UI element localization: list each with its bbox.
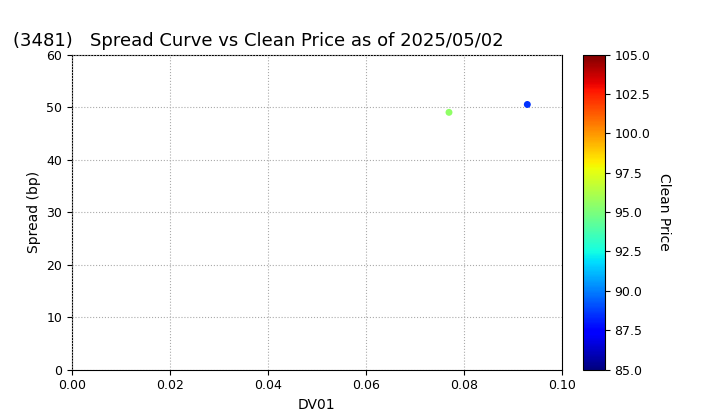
X-axis label: DV01: DV01 <box>298 398 336 412</box>
Text: (3481)   Spread Curve vs Clean Price as of 2025/05/02: (3481) Spread Curve vs Clean Price as of… <box>13 32 504 50</box>
Point <box>521 101 533 108</box>
Y-axis label: Spread (bp): Spread (bp) <box>27 171 41 253</box>
Y-axis label: Clean Price: Clean Price <box>657 173 671 251</box>
Point <box>444 109 455 116</box>
